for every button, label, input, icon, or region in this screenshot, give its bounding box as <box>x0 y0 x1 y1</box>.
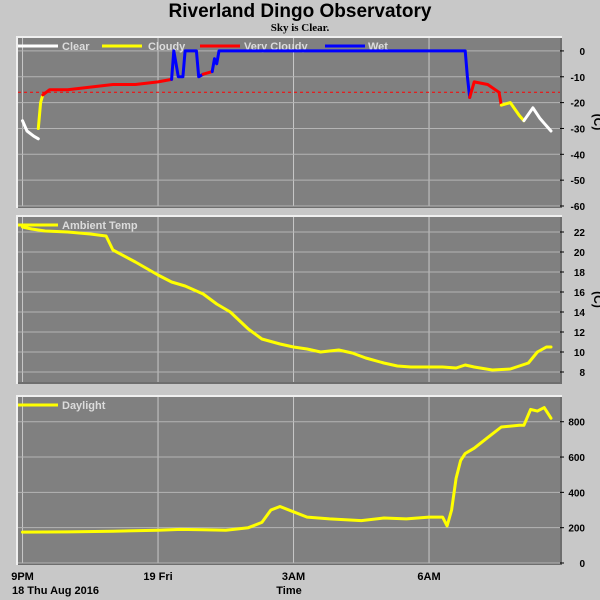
y-tick-label: 20 <box>574 248 586 259</box>
x-tick-label: 19 Fri <box>143 571 172 583</box>
series-line-very-cloudy <box>201 70 214 76</box>
x-tick-label: 9PM <box>11 571 34 583</box>
panel-background <box>18 397 560 563</box>
series-line-very-cloudy <box>41 77 174 97</box>
series-line-cloudy <box>36 93 45 130</box>
series-line-clear <box>522 106 553 133</box>
y-axis-label: (C) <box>591 291 600 308</box>
panel-ambient: 22 20 18 16 14 12 10 8 Ambient Temp (C) <box>16 215 600 384</box>
y-tick-label: 8 <box>579 368 585 379</box>
chart-subtitle: Sky is Clear. <box>270 22 330 34</box>
y-tick-label: 400 <box>568 488 585 499</box>
series-line-wet <box>210 49 472 99</box>
series-line-very-cloudy <box>468 80 503 107</box>
y-tick-label: 14 <box>574 308 586 319</box>
y-tick-label: 0 <box>579 47 585 58</box>
y-tick-label: -20 <box>571 99 586 110</box>
y-tick-label: 10 <box>574 348 586 359</box>
y-tick-label: 18 <box>574 268 586 279</box>
y-tick-label: -60 <box>571 202 586 213</box>
y-tick-label: 200 <box>568 524 585 535</box>
series-line-clear <box>21 119 40 141</box>
y-tick-label: 0 <box>579 559 585 570</box>
y-tick-label: 600 <box>568 453 585 464</box>
y-tick-label: 12 <box>574 328 586 339</box>
chart-title: Riverland Dingo Observatory <box>168 1 432 22</box>
legend-label: Daylight <box>62 400 106 412</box>
x-tick-label: 6AM <box>417 571 440 583</box>
y-tick-label: -30 <box>571 124 586 135</box>
series-line-daylight <box>21 406 553 534</box>
legend-label: Clear <box>62 41 90 53</box>
y-tick-label: 22 <box>574 228 586 239</box>
series-line-ambient-temp <box>21 225 553 372</box>
y-tick-label: -50 <box>571 176 586 187</box>
series-line-wet <box>170 49 205 81</box>
y-tick-label: -40 <box>571 150 586 161</box>
series-line-cloudy <box>499 101 526 123</box>
x-axis-label: Time <box>276 585 301 597</box>
y-tick-label: 16 <box>574 288 586 299</box>
y-tick-label: -10 <box>571 73 586 84</box>
panel-background <box>18 217 560 382</box>
x-date-label: 18 Thu Aug 2016 <box>12 585 99 597</box>
y-tick-label: 800 <box>568 418 585 429</box>
panel-background <box>18 38 560 206</box>
x-tick-label: 3AM <box>282 571 305 583</box>
panel-daylight: 800 600 400 200 0 Daylight <box>16 395 585 570</box>
y-axis-label: (C) <box>591 114 600 131</box>
legend-label: Ambient Temp <box>62 220 138 232</box>
legend-label: Cloudy <box>148 41 186 53</box>
